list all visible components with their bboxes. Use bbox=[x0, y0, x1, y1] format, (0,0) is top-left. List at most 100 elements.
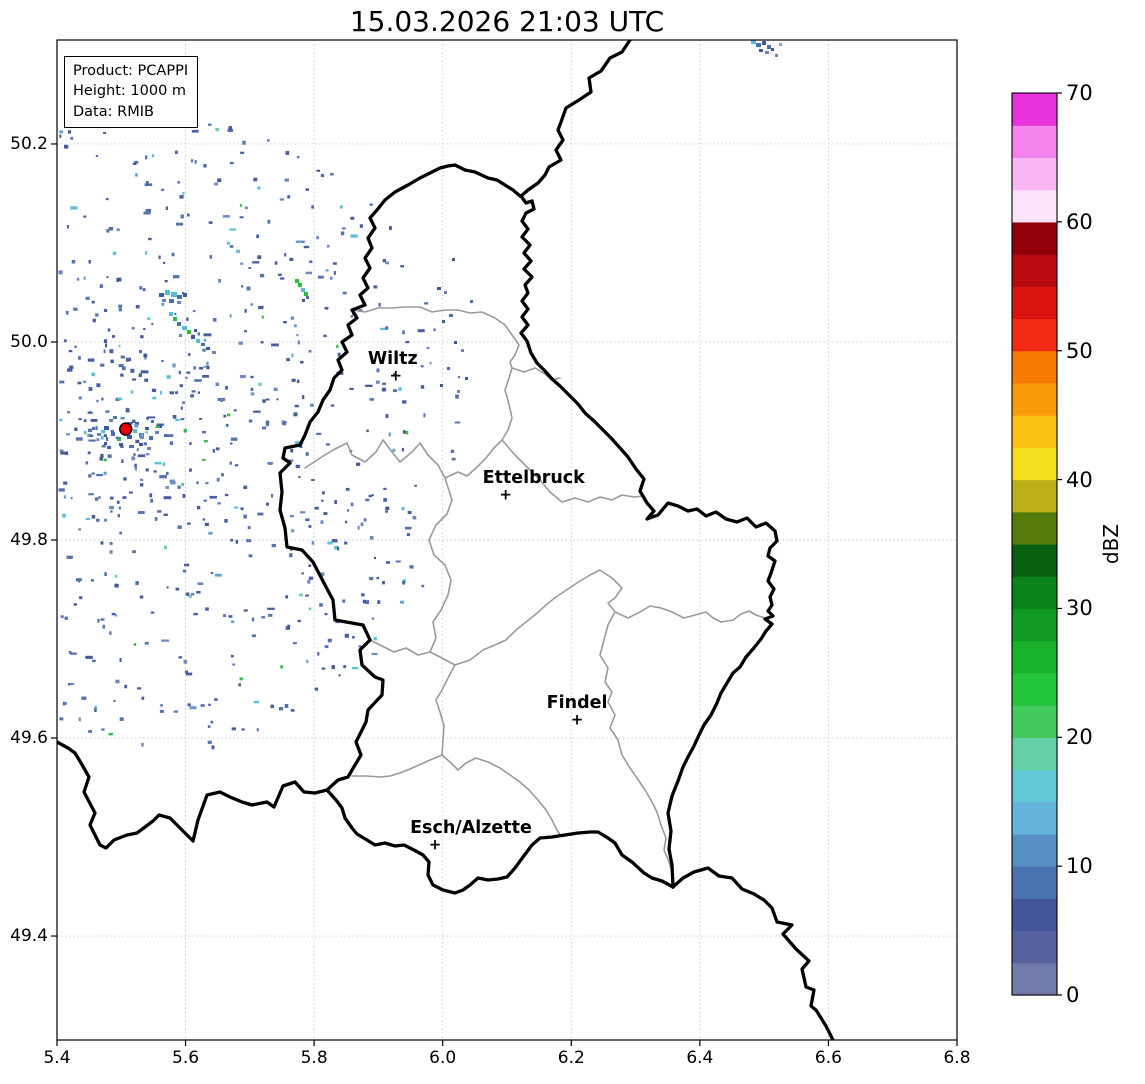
echo-cell bbox=[401, 600, 404, 604]
echo-cell bbox=[74, 345, 77, 348]
echo-cell bbox=[92, 659, 96, 663]
colorbar-segment bbox=[1012, 833, 1057, 867]
echo-cell bbox=[169, 391, 174, 395]
echo-cell bbox=[337, 546, 340, 551]
echo-cell bbox=[131, 419, 136, 423]
echo-cell bbox=[225, 386, 228, 390]
echo-cell bbox=[229, 228, 236, 231]
echo-cell bbox=[385, 510, 388, 513]
echo-cell bbox=[187, 522, 191, 525]
echo-cell bbox=[454, 341, 457, 344]
echo-cell bbox=[162, 462, 165, 466]
echo-cell bbox=[278, 273, 282, 276]
echo-cell bbox=[185, 592, 190, 596]
echo-cell bbox=[184, 670, 188, 674]
echo-cell bbox=[83, 215, 87, 218]
echo-cell bbox=[111, 612, 116, 616]
echo-cell bbox=[226, 241, 231, 245]
echo-cell bbox=[231, 727, 236, 731]
echo-cell bbox=[240, 151, 245, 154]
echo-cell bbox=[241, 285, 244, 288]
info-box: Product: PCAPPI Height: 1000 m Data: RMI… bbox=[64, 56, 199, 128]
echo-cell bbox=[205, 482, 209, 485]
echo-cell bbox=[147, 317, 151, 320]
colorbar-tick-label: 60 bbox=[1066, 209, 1093, 234]
echo-cell bbox=[100, 435, 104, 440]
echo-cell bbox=[190, 394, 194, 398]
echo-cell bbox=[451, 457, 456, 461]
echo-cell bbox=[118, 307, 122, 312]
colorbar-segment bbox=[1012, 382, 1057, 416]
echo-cell bbox=[256, 728, 259, 732]
echo-cell bbox=[161, 639, 170, 642]
echo-cell bbox=[91, 472, 95, 475]
echo-cell bbox=[294, 404, 299, 408]
echo-cell bbox=[296, 334, 299, 337]
echo-cell bbox=[186, 317, 189, 321]
echo-cell bbox=[139, 286, 143, 290]
echo-cell bbox=[155, 431, 159, 434]
echo-cell bbox=[142, 288, 146, 292]
echo-cell bbox=[171, 252, 175, 257]
echo-cell bbox=[117, 514, 120, 518]
echo-cell bbox=[314, 687, 318, 691]
echo-cell bbox=[412, 515, 417, 520]
echo-cell bbox=[140, 370, 149, 374]
echo-cell bbox=[110, 429, 115, 433]
x-tick-label: 5.4 bbox=[43, 1048, 71, 1068]
echo-cell bbox=[85, 655, 93, 659]
echo-cell bbox=[311, 205, 314, 209]
echo-cell bbox=[240, 507, 244, 511]
echo-cell bbox=[356, 462, 361, 466]
echo-cell bbox=[250, 375, 254, 379]
echo-cell bbox=[323, 334, 327, 338]
echo-cell bbox=[143, 353, 148, 358]
echo-cell bbox=[284, 421, 287, 424]
echo-cell bbox=[95, 518, 100, 522]
echo-cell bbox=[369, 398, 374, 401]
echo-cell bbox=[132, 162, 137, 165]
colorbar bbox=[1011, 92, 1062, 996]
echo-cell bbox=[365, 600, 370, 604]
echo-cell bbox=[234, 464, 239, 467]
echo-cell bbox=[260, 341, 264, 344]
colorbar-segment bbox=[1012, 705, 1057, 738]
echo-cell bbox=[280, 665, 283, 669]
city-label: Wiltz bbox=[367, 348, 418, 369]
border-moselle-southeast bbox=[671, 866, 835, 1040]
echo-cell bbox=[201, 430, 206, 434]
echo-cell bbox=[62, 513, 66, 518]
echo-cell bbox=[141, 743, 144, 747]
echo-cell bbox=[136, 448, 139, 452]
echo-cell bbox=[116, 278, 119, 283]
echo-cell bbox=[260, 273, 265, 278]
echo-cell bbox=[78, 528, 81, 531]
echo-cell bbox=[67, 683, 71, 686]
echo-cell bbox=[75, 437, 83, 441]
echo-cell bbox=[225, 423, 229, 427]
echo-cell bbox=[767, 45, 771, 49]
echo-cell bbox=[211, 745, 215, 750]
colorbar-tick-label: 50 bbox=[1066, 338, 1093, 363]
echo-cell bbox=[163, 261, 166, 264]
echo-cell bbox=[393, 389, 398, 393]
echo-cell bbox=[179, 334, 182, 337]
echo-cell bbox=[370, 494, 374, 497]
colorbar-tick-label: 20 bbox=[1066, 725, 1093, 750]
echo-cell bbox=[147, 416, 156, 419]
echo-cell bbox=[100, 363, 105, 367]
colorbar-segment bbox=[1012, 672, 1057, 706]
echo-cell bbox=[343, 665, 347, 669]
echo-cell bbox=[116, 500, 120, 504]
echo-cell bbox=[216, 477, 220, 482]
echo-cell bbox=[322, 491, 325, 495]
echo-cell bbox=[306, 296, 309, 299]
country-borders bbox=[57, 40, 835, 1040]
echo-cell bbox=[235, 539, 239, 544]
y-tick-label: 49.4 bbox=[10, 926, 48, 947]
echo-cell bbox=[130, 390, 133, 394]
colorbar-segment bbox=[1012, 930, 1057, 964]
echo-cell bbox=[66, 555, 73, 559]
echo-cell bbox=[414, 484, 417, 487]
